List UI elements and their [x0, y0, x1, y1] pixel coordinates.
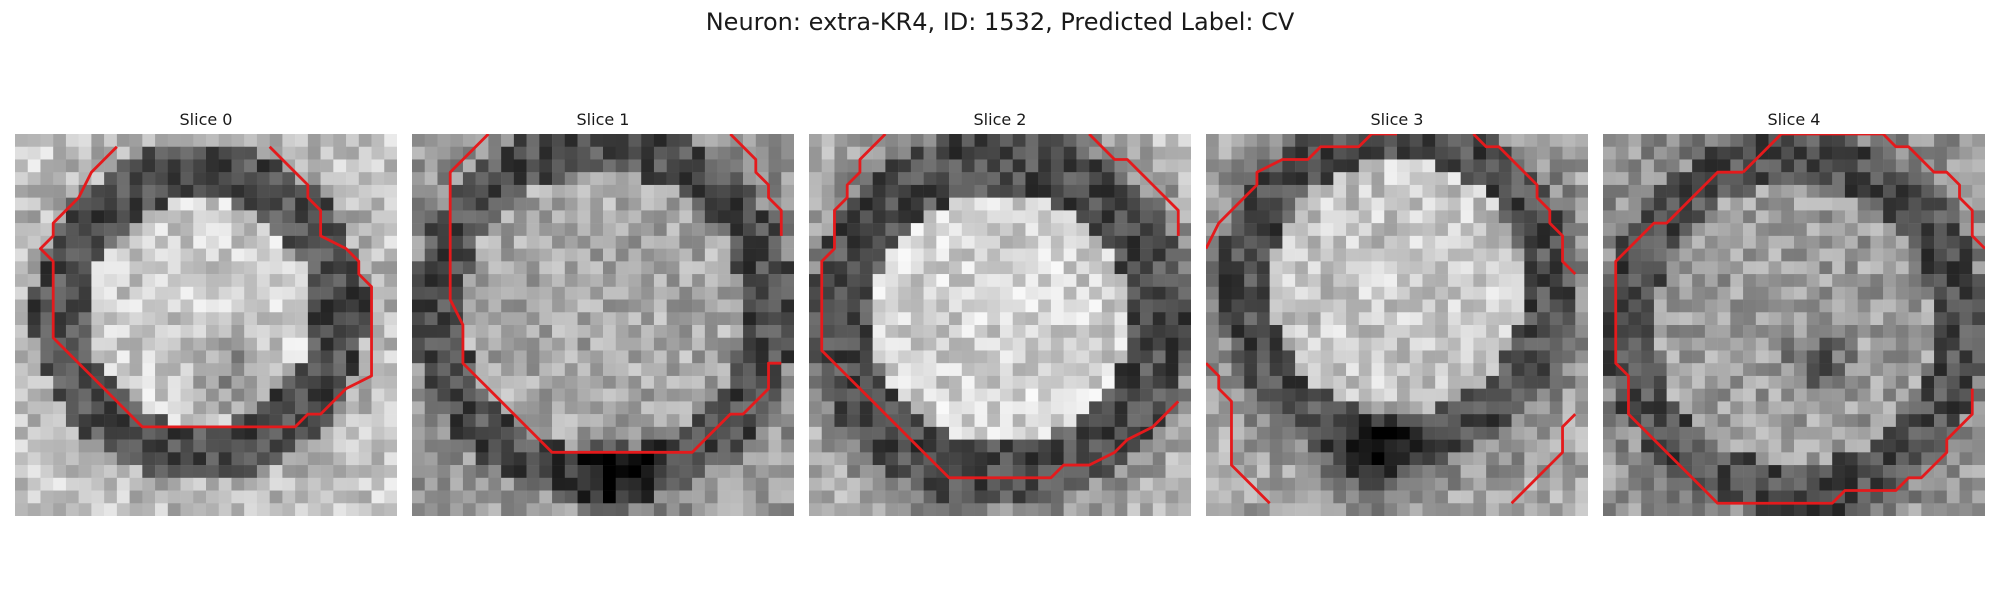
contour-line — [1742, 134, 1985, 250]
pixel-grid — [809, 134, 1191, 516]
slice-panel-3: Slice 3 — [1206, 0, 1588, 600]
contour-line — [448, 134, 782, 454]
slice-image — [412, 134, 794, 516]
contour-line — [1614, 170, 1974, 505]
slice-title: Slice 2 — [973, 110, 1027, 129]
contour-line — [39, 145, 373, 429]
slice-image — [1603, 134, 1985, 516]
figure-title: Neuron: extra-KR4, ID: 1532, Predicted L… — [705, 8, 1295, 36]
slice-title: Slice 1 — [576, 110, 630, 129]
slice-panel-4: Slice 4 — [1603, 0, 1985, 600]
slice-image — [1206, 134, 1588, 516]
contour-line — [1088, 134, 1180, 236]
pixel-grid — [412, 134, 794, 516]
contour-line — [820, 134, 1180, 480]
contour-line — [1472, 134, 1577, 276]
slice-image — [809, 134, 1191, 516]
contour-line — [1206, 134, 1397, 250]
pixel-grid — [1603, 134, 1985, 516]
slice-panel-2: Slice 2 — [809, 0, 1191, 600]
contour-line — [729, 134, 783, 236]
slice-panel-1: Slice 1 — [412, 0, 794, 600]
slice-title: Slice 4 — [1767, 110, 1821, 129]
pixel-grid — [1206, 134, 1588, 516]
slice-image — [15, 134, 397, 516]
contour-line — [1206, 362, 1271, 505]
slice-panel-0: Slice 0 — [15, 0, 397, 600]
contour-line — [1510, 413, 1577, 505]
slice-title: Slice 3 — [1370, 110, 1424, 129]
pixel-grid — [15, 134, 397, 516]
slice-title: Slice 0 — [179, 110, 233, 129]
